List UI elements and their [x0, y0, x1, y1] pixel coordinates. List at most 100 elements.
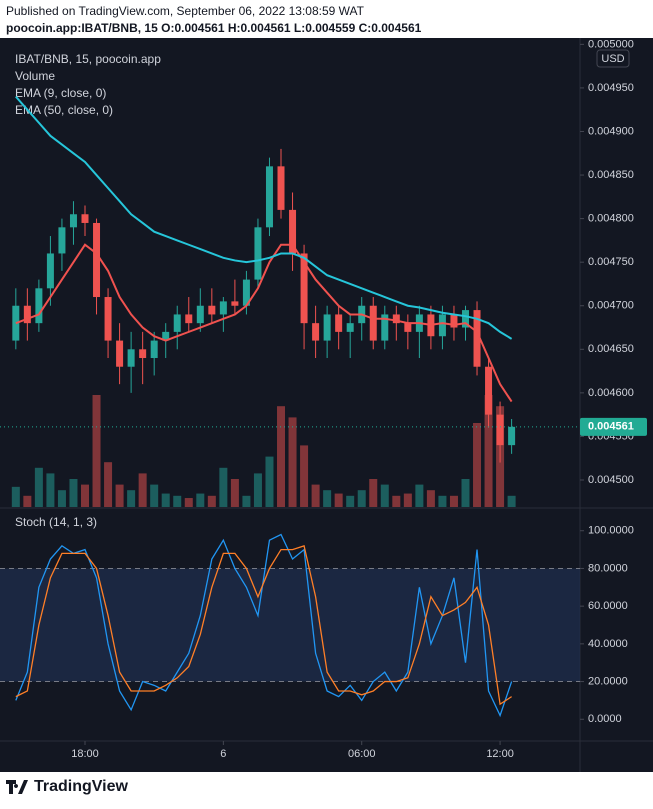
candle-body [323, 314, 331, 341]
volume-bar [184, 498, 193, 507]
logo: TradingView [6, 778, 129, 795]
volume-bar [11, 486, 20, 507]
candle-body [265, 166, 273, 228]
volume-bar [69, 479, 78, 507]
candle-body [185, 314, 193, 324]
candle-body [139, 349, 147, 359]
line [15, 243, 513, 403]
candle-body [450, 314, 458, 328]
y-tick-label: 0.004700 [588, 300, 634, 312]
x-tick-label: 18:00 [71, 748, 99, 760]
candle-body [116, 340, 124, 367]
line [15, 95, 513, 340]
volume-bar [196, 493, 205, 507]
volume-bar [173, 495, 182, 507]
y-tick-label: 0.004600 [588, 387, 634, 399]
candle-body [485, 366, 493, 415]
candle-body [381, 314, 389, 341]
volume-bar [138, 473, 147, 507]
volume-bar [46, 473, 55, 507]
candle-body [93, 222, 101, 298]
volume-bar [34, 467, 43, 507]
candle-body [312, 323, 320, 341]
candle-body [404, 323, 412, 332]
currency-box[interactable] [596, 49, 630, 68]
volume-bar [300, 445, 309, 507]
y-tick-label: 0.004850 [588, 169, 634, 181]
volume-bar [415, 484, 424, 507]
candle-body [127, 349, 135, 367]
volume-bar [346, 495, 355, 507]
candle-body [335, 314, 343, 332]
logo-icon [6, 780, 28, 794]
volume-bar [81, 484, 89, 507]
volume-bar [461, 479, 470, 507]
y-tick-label: 80.0000 [588, 562, 628, 574]
volume-bar [242, 495, 251, 507]
candle-body [473, 310, 481, 367]
y-tick-label: 0.004800 [588, 213, 634, 225]
last-price-box [580, 417, 647, 436]
stoch-legend: Stoch (14, 1, 3) [15, 515, 97, 529]
candle-body [58, 227, 66, 254]
volume-bar [57, 490, 66, 507]
volume-bar [323, 490, 332, 507]
candle-body [173, 314, 181, 332]
candle-body [300, 253, 308, 324]
volume-bar [92, 395, 101, 507]
volume-bar [357, 490, 366, 507]
volume-bar [230, 479, 239, 507]
volume-bar [253, 473, 262, 507]
candle-body [242, 279, 250, 306]
volume-bar [507, 495, 516, 507]
y-tick-label: 0.005000 [588, 38, 634, 50]
y-tick-label: 40.0000 [588, 638, 628, 650]
y-tick-label: 0.004500 [588, 474, 634, 486]
candle-body [104, 297, 112, 341]
line [15, 533, 513, 718]
volume-bar [277, 406, 286, 507]
volume-bar [115, 484, 124, 507]
candle-body [46, 253, 54, 289]
volume-bar [449, 495, 458, 507]
x-tick-label: 06:00 [348, 748, 376, 760]
candle-body [208, 305, 216, 315]
candle-body [254, 227, 262, 280]
candle-body [81, 214, 89, 223]
volume-bar [473, 423, 482, 507]
volume-bar [380, 484, 389, 507]
line [15, 544, 512, 706]
ohlc-text: poocoin.app:IBAT/BNB, 15 O:0.004561 H:0.… [6, 21, 422, 35]
brand: TradingView [34, 778, 129, 795]
last-price-label: 0.004561 [588, 421, 634, 433]
volume-bar [127, 490, 136, 507]
candle-body [508, 426, 516, 446]
volume-bar [104, 462, 113, 507]
volume-bar [161, 493, 170, 507]
ema-legend: EMA (9, close, 0) [15, 86, 106, 100]
y-tick-label: 0.004750 [588, 256, 634, 268]
candle-body [392, 314, 400, 324]
volume-bar [334, 493, 343, 507]
candle-body [162, 331, 170, 341]
volume-bar [288, 417, 297, 507]
y-tick-label: 0.004950 [588, 82, 634, 94]
y-tick-label: 100.0000 [588, 525, 634, 537]
candle-body [196, 305, 204, 324]
candle-body [231, 301, 239, 306]
y-tick-label: 60.0000 [588, 600, 628, 612]
symbol-legend: IBAT/BNB, 15, poocoin.app [15, 52, 161, 66]
y-tick-label: 20.0000 [588, 675, 628, 687]
candle-body [438, 314, 446, 337]
candle-body [369, 305, 377, 341]
volume-legend: Volume [15, 69, 55, 83]
candle-body [23, 305, 31, 324]
volume-bar [207, 495, 216, 507]
volume-bar [438, 495, 447, 507]
candle-body [150, 340, 158, 359]
candle-body [219, 301, 227, 315]
candle-body [496, 414, 504, 446]
ema-legend: EMA (50, close, 0) [15, 103, 113, 117]
